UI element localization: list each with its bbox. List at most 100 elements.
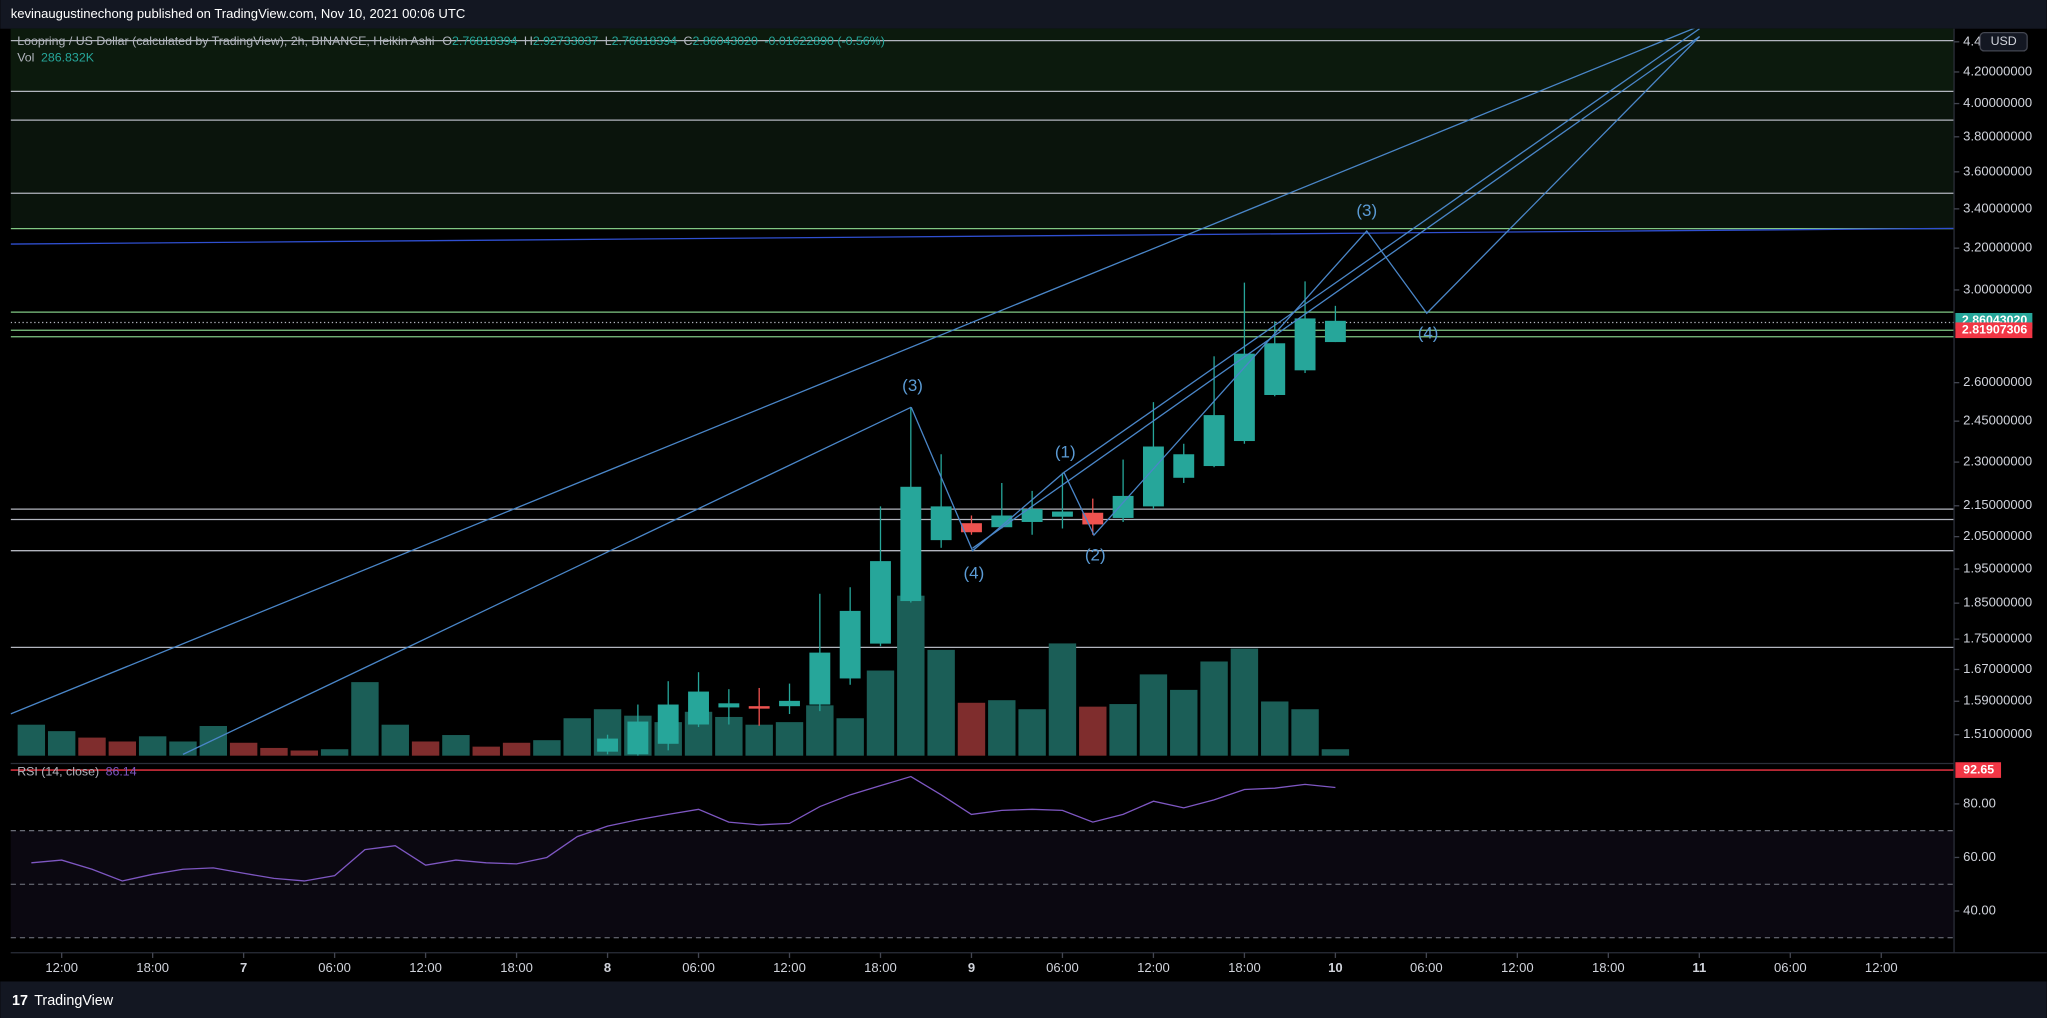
legend-key: L [605, 34, 612, 48]
trend-line [182, 406, 912, 755]
volume [17, 595, 1350, 756]
volume-bar [138, 736, 167, 756]
legend-value: 2.86043020 [693, 34, 758, 48]
wave-label: (3) [902, 376, 923, 395]
x-tick-label: 12:00 [1865, 960, 1898, 975]
volume-bar [927, 649, 955, 756]
volume-bar [806, 705, 834, 756]
volume-bar [78, 737, 106, 756]
volume-bar [502, 742, 531, 756]
rsi-value: 86.14 [106, 765, 137, 779]
trend-line [10, 227, 1955, 245]
volume-bar [836, 718, 864, 756]
legend-value: 2.92733037 [533, 34, 598, 48]
y-tick-label: 2.15000000 [1963, 497, 2032, 512]
volume-bar [1291, 709, 1319, 756]
y-tick-label: 1.85000000 [1963, 595, 2032, 610]
y-tick-label: 1.51000000 [1963, 726, 2032, 741]
x-tick-label: 18:00 [1592, 960, 1625, 975]
drawings [10, 28, 1955, 755]
y-tick-label: 1.67000000 [1963, 661, 2032, 676]
logo: 17 [12, 993, 28, 1009]
currency[interactable]: USD [1991, 34, 2017, 48]
y-tick-label: 2.30000000 [1963, 454, 2032, 469]
volume-bar [169, 741, 197, 756]
legend-key: O [442, 34, 452, 48]
volume-bar [260, 747, 288, 756]
volume-bar [47, 731, 76, 756]
x-tick-label: 12:00 [773, 960, 806, 975]
candle-body [1142, 446, 1164, 507]
rsi-legend: RSI (14, close) 86.14 [17, 765, 136, 779]
volume-legend: Vol 286.832K [17, 51, 94, 65]
price-label: 2.81907306 [1962, 323, 2027, 337]
x-tick-label: 10 [1328, 960, 1343, 975]
candle-body [839, 610, 861, 679]
x-tick-label: 06:00 [1046, 960, 1079, 975]
rsi-line [31, 775, 1336, 882]
rsi-name: RSI (14, close) [17, 765, 99, 779]
volume-bar [775, 722, 804, 756]
rsi-y-tick-label: 80.00 [1963, 795, 1996, 810]
volume-bar [1261, 701, 1289, 756]
x-tick-label: 7 [240, 960, 247, 975]
footer-bar [0, 981, 2047, 1018]
x-tick-label: 06:00 [318, 960, 351, 975]
candle-body [748, 706, 770, 709]
candle-body [930, 506, 952, 541]
candle-body [1052, 511, 1073, 517]
x-tick-label: 06:00 [1774, 960, 1807, 975]
y-tick-label: 1.59000000 [1963, 693, 2032, 708]
candle-body [1264, 343, 1286, 395]
rsi-pane: 92.65 80.00 60.00 40.00 [10, 762, 2002, 939]
volume-bar [442, 735, 470, 756]
candles [597, 281, 1346, 756]
rsi-marker-label: 92.65 [1963, 762, 1994, 776]
legend-value: 2.76818394 [452, 34, 517, 48]
x-tick-label: 8 [604, 960, 611, 975]
volume-bar [1200, 661, 1228, 756]
zone-tint [10, 28, 1955, 92]
x-tick-label: 06:00 [1410, 960, 1443, 975]
y-tick-label: 1.95000000 [1963, 560, 2032, 575]
y-tick-label: 2.05000000 [1963, 528, 2032, 543]
volume-bar [229, 742, 258, 756]
y-tick-label: 4.4 [1963, 33, 1981, 48]
volume-bar [472, 746, 500, 756]
volume-bar [1048, 643, 1077, 756]
volume-bar [320, 749, 349, 756]
candle-body [597, 738, 618, 752]
volume-bar [1230, 648, 1259, 756]
y-tick-label: 4.00000000 [1963, 95, 2032, 110]
volume-bar [17, 724, 46, 756]
currency-box[interactable] [1979, 31, 2028, 52]
volume-bar [533, 740, 561, 756]
x-tick-label: 18:00 [500, 960, 533, 975]
candle-body [1112, 495, 1134, 518]
volume-bar [1018, 709, 1046, 756]
volume-bar [745, 724, 773, 756]
publisher: kevinaugustinechong published on Trading… [11, 6, 466, 21]
legend: Loopring / US Dollar (calculated by Trad… [17, 34, 885, 48]
candle-body [627, 721, 649, 755]
x-tick-label: 06:00 [682, 960, 715, 975]
x-tick-label: 12:00 [1501, 960, 1534, 975]
volume-bar [199, 725, 228, 756]
y-tick-label: 2.45000000 [1963, 413, 2032, 428]
brand: TradingView [34, 993, 114, 1009]
y-tick-label: 1.75000000 [1963, 631, 2032, 646]
x-tick-label: 12:00 [45, 960, 78, 975]
x-tick-label: 18:00 [1228, 960, 1261, 975]
candle-body [688, 691, 709, 725]
legend-value: 2.76818394 [612, 34, 677, 48]
y-tick-label: 4.20000000 [1963, 63, 2032, 78]
price-label-box [1955, 322, 2033, 339]
volume-name: Vol [17, 51, 34, 65]
volume-bar [108, 741, 137, 756]
volume-value: 286.832K [41, 51, 95, 65]
candle-body [1203, 415, 1225, 467]
legend-key: C [684, 34, 693, 48]
wave-label: (4) [1418, 324, 1439, 343]
legend-title: Loopring / US Dollar (calculated by Trad… [17, 34, 434, 48]
